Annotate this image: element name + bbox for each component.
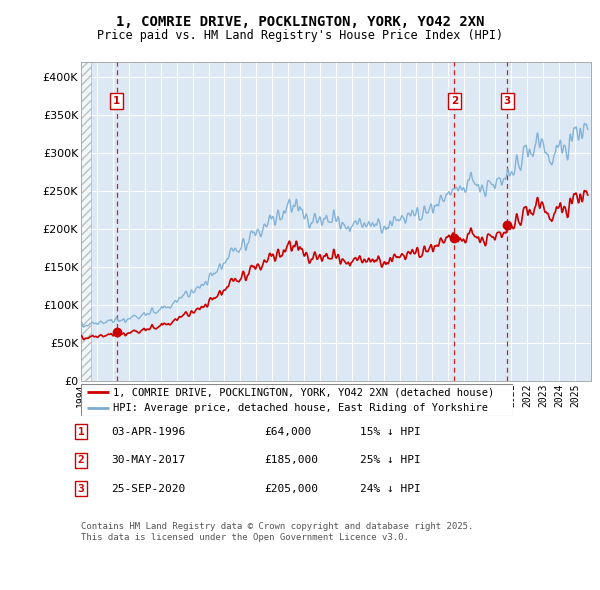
Text: 3: 3 bbox=[504, 96, 511, 106]
Text: 1: 1 bbox=[77, 427, 85, 437]
Text: 25-SEP-2020: 25-SEP-2020 bbox=[111, 484, 185, 493]
Text: £185,000: £185,000 bbox=[264, 455, 318, 465]
Text: 30-MAY-2017: 30-MAY-2017 bbox=[111, 455, 185, 465]
Text: 1: 1 bbox=[113, 96, 121, 106]
Text: 2: 2 bbox=[451, 96, 458, 106]
Text: £64,000: £64,000 bbox=[264, 427, 311, 437]
Text: Contains HM Land Registry data © Crown copyright and database right 2025.
This d: Contains HM Land Registry data © Crown c… bbox=[81, 522, 473, 542]
Text: 2: 2 bbox=[77, 455, 85, 465]
Text: 1, COMRIE DRIVE, POCKLINGTON, YORK, YO42 2XN (detached house): 1, COMRIE DRIVE, POCKLINGTON, YORK, YO42… bbox=[113, 387, 494, 397]
Text: 15% ↓ HPI: 15% ↓ HPI bbox=[360, 427, 421, 437]
Text: 03-APR-1996: 03-APR-1996 bbox=[111, 427, 185, 437]
Bar bbox=[81, 62, 91, 381]
Text: 3: 3 bbox=[77, 484, 85, 493]
Text: Price paid vs. HM Land Registry's House Price Index (HPI): Price paid vs. HM Land Registry's House … bbox=[97, 30, 503, 42]
Text: 24% ↓ HPI: 24% ↓ HPI bbox=[360, 484, 421, 493]
Text: 1, COMRIE DRIVE, POCKLINGTON, YORK, YO42 2XN: 1, COMRIE DRIVE, POCKLINGTON, YORK, YO42… bbox=[116, 15, 484, 29]
Text: HPI: Average price, detached house, East Riding of Yorkshire: HPI: Average price, detached house, East… bbox=[113, 403, 488, 413]
Text: 25% ↓ HPI: 25% ↓ HPI bbox=[360, 455, 421, 465]
Text: £205,000: £205,000 bbox=[264, 484, 318, 493]
